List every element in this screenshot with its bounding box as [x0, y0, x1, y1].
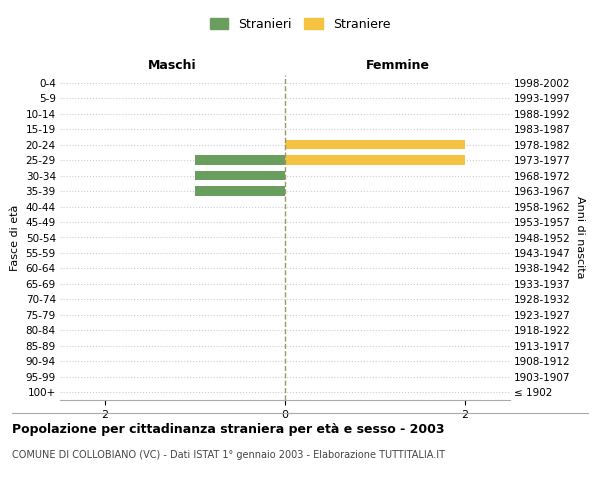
Bar	[195, 171, 285, 180]
Bar	[285, 156, 465, 165]
Legend: Stranieri, Straniere: Stranieri, Straniere	[203, 11, 397, 37]
Y-axis label: Anni di nascita: Anni di nascita	[575, 196, 585, 279]
Text: Femmine: Femmine	[365, 59, 430, 72]
Text: Maschi: Maschi	[148, 59, 197, 72]
Y-axis label: Fasce di età: Fasce di età	[10, 204, 20, 270]
Bar	[195, 156, 285, 165]
Bar	[195, 186, 285, 196]
Text: COMUNE DI COLLOBIANO (VC) - Dati ISTAT 1° gennaio 2003 - Elaborazione TUTTITALIA: COMUNE DI COLLOBIANO (VC) - Dati ISTAT 1…	[12, 450, 445, 460]
Text: Popolazione per cittadinanza straniera per età e sesso - 2003: Popolazione per cittadinanza straniera p…	[12, 422, 445, 436]
Bar	[285, 140, 465, 149]
